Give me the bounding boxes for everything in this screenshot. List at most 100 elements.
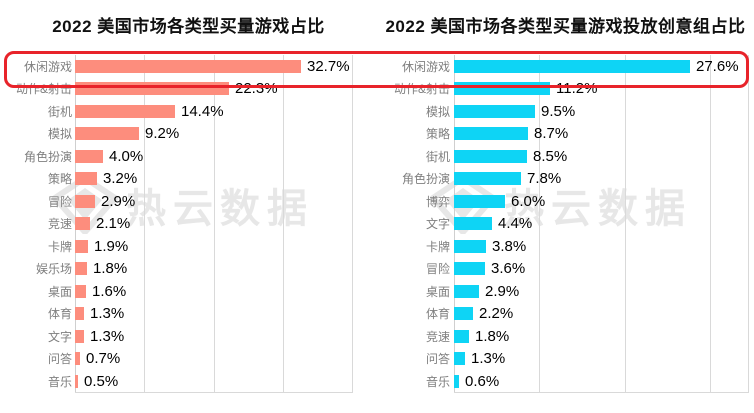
bar-row: 桌面 2.9%	[377, 280, 754, 303]
bar-row: 模拟 9.5%	[377, 100, 754, 123]
bar-row: 卡牌 3.8%	[377, 235, 754, 258]
category-label: 桌面	[425, 284, 450, 299]
bar	[75, 149, 103, 163]
bar-row: 策略 8.7%	[377, 123, 754, 146]
bar-track: 6.0%	[454, 193, 748, 210]
value-label: 0.5%	[84, 372, 119, 390]
bar	[454, 239, 486, 253]
category-label: 文字	[425, 217, 450, 232]
bar-row: 音乐 0.5%	[0, 370, 377, 393]
value-label: 1.8%	[475, 327, 510, 345]
category-label: 角色扮演	[401, 172, 450, 187]
gridline	[282, 55, 284, 393]
charts-row: 2022 美国市场各类型买量游戏占比 休闲游戏 32.7% 动作&射击 22.3% 街机…	[0, 0, 754, 394]
bar	[454, 217, 492, 231]
right-chart-plot: 休闲游戏 27.6% 动作&射击 11.2% 模拟 9.5% 策略 8.7% 街机 8.5% 角色扮…	[377, 55, 754, 394]
value-label: 11.2%	[556, 80, 598, 98]
gridline	[213, 55, 215, 393]
left-chart-rows: 休闲游戏 32.7% 动作&射击 22.3% 街机 14.4% 模拟 9.2% 角色扮演 4.0%…	[0, 55, 377, 393]
category-label: 问答	[47, 352, 72, 367]
value-label: 1.8%	[93, 260, 128, 278]
bar-row: 冒险 2.9%	[0, 190, 377, 213]
bar-row: 娱乐场 1.8%	[0, 258, 377, 281]
baseline	[454, 392, 748, 393]
bar-track: 0.7%	[75, 350, 352, 367]
right-chart-panel: 2022 美国市场各类型买量游戏投放创意组占比 休闲游戏 27.6% 动作&射击 11…	[377, 0, 754, 394]
bar-track: 1.9%	[75, 238, 352, 255]
category-label: 冒险	[425, 262, 450, 277]
category-label: 体育	[47, 307, 72, 322]
bar-track: 0.5%	[75, 373, 352, 390]
bar	[454, 329, 469, 343]
right-chart-title: 2022 美国市场各类型买量游戏投放创意组占比	[385, 17, 746, 36]
value-label: 14.4%	[181, 102, 224, 120]
bar-row: 角色扮演 4.0%	[0, 145, 377, 168]
gridline	[144, 55, 146, 393]
bar-track: 9.2%	[75, 125, 352, 142]
watermark-text: 热云数据	[126, 187, 314, 231]
category-label: 博弈	[425, 194, 450, 209]
category-label: 策略	[425, 127, 450, 142]
bar	[75, 127, 139, 141]
category-label: 音乐	[425, 374, 450, 389]
value-label: 6.0%	[511, 192, 546, 210]
bar-row: 问答 0.7%	[0, 348, 377, 371]
bar	[75, 82, 229, 96]
value-label: 0.6%	[465, 372, 500, 390]
bar-row: 问答 1.3%	[377, 348, 754, 371]
bar	[75, 217, 90, 231]
value-label: 3.6%	[491, 260, 526, 278]
watermark-text: 热云数据	[504, 187, 692, 231]
bar	[454, 59, 690, 73]
category-label: 动作&射击	[15, 82, 72, 97]
category-label: 街机	[425, 149, 450, 164]
category-label: 卡牌	[425, 239, 450, 254]
value-label: 1.3%	[471, 350, 506, 368]
bar-track: 27.6%	[454, 58, 748, 75]
value-label: 9.5%	[541, 102, 576, 120]
bar	[75, 104, 175, 118]
right-chart-rows: 休闲游戏 27.6% 动作&射击 11.2% 模拟 9.5% 策略 8.7% 街机 8.5% 角色扮…	[377, 55, 754, 393]
bar-track: 32.7%	[75, 58, 352, 75]
bar-track: 3.8%	[454, 238, 748, 255]
bar	[454, 104, 535, 118]
bar-track: 1.3%	[454, 350, 748, 367]
bar-row: 竞速 1.8%	[377, 325, 754, 348]
bar	[454, 149, 527, 163]
value-label: 8.5%	[533, 147, 568, 165]
bar-track: 2.9%	[454, 283, 748, 300]
bar-row: 冒险 3.6%	[377, 258, 754, 281]
bar	[454, 352, 465, 366]
category-label: 卡牌	[47, 239, 72, 254]
bar-row: 动作&射击 22.3%	[0, 78, 377, 101]
bar-row: 体育 1.3%	[0, 303, 377, 326]
bar-row: 策略 3.2%	[0, 168, 377, 191]
bar-row: 卡牌 1.9%	[0, 235, 377, 258]
value-label: 1.6%	[92, 282, 127, 300]
bar-track: 1.6%	[75, 283, 352, 300]
left-chart-panel: 2022 美国市场各类型买量游戏占比 休闲游戏 32.7% 动作&射击 22.3% 街机…	[0, 0, 377, 394]
gridline	[539, 55, 541, 393]
value-label: 2.1%	[96, 215, 131, 233]
bar-row: 街机 8.5%	[377, 145, 754, 168]
bar-track: 2.2%	[454, 305, 748, 322]
gridline	[624, 55, 626, 393]
gridline	[748, 55, 749, 393]
category-label: 街机	[47, 104, 72, 119]
bar	[75, 239, 88, 253]
gridline	[352, 55, 353, 393]
baseline	[75, 392, 352, 393]
value-label: 4.0%	[109, 147, 144, 165]
category-label: 角色扮演	[23, 149, 72, 164]
bar	[75, 352, 80, 366]
bar	[454, 194, 505, 208]
value-label: 1.3%	[90, 327, 125, 345]
bar	[454, 374, 459, 388]
bar	[75, 172, 97, 186]
bar-track: 8.7%	[454, 125, 748, 142]
bar-track: 1.3%	[75, 305, 352, 322]
value-label: 7.8%	[527, 170, 562, 188]
category-label: 桌面	[47, 284, 72, 299]
bar-track: 4.4%	[454, 215, 748, 232]
